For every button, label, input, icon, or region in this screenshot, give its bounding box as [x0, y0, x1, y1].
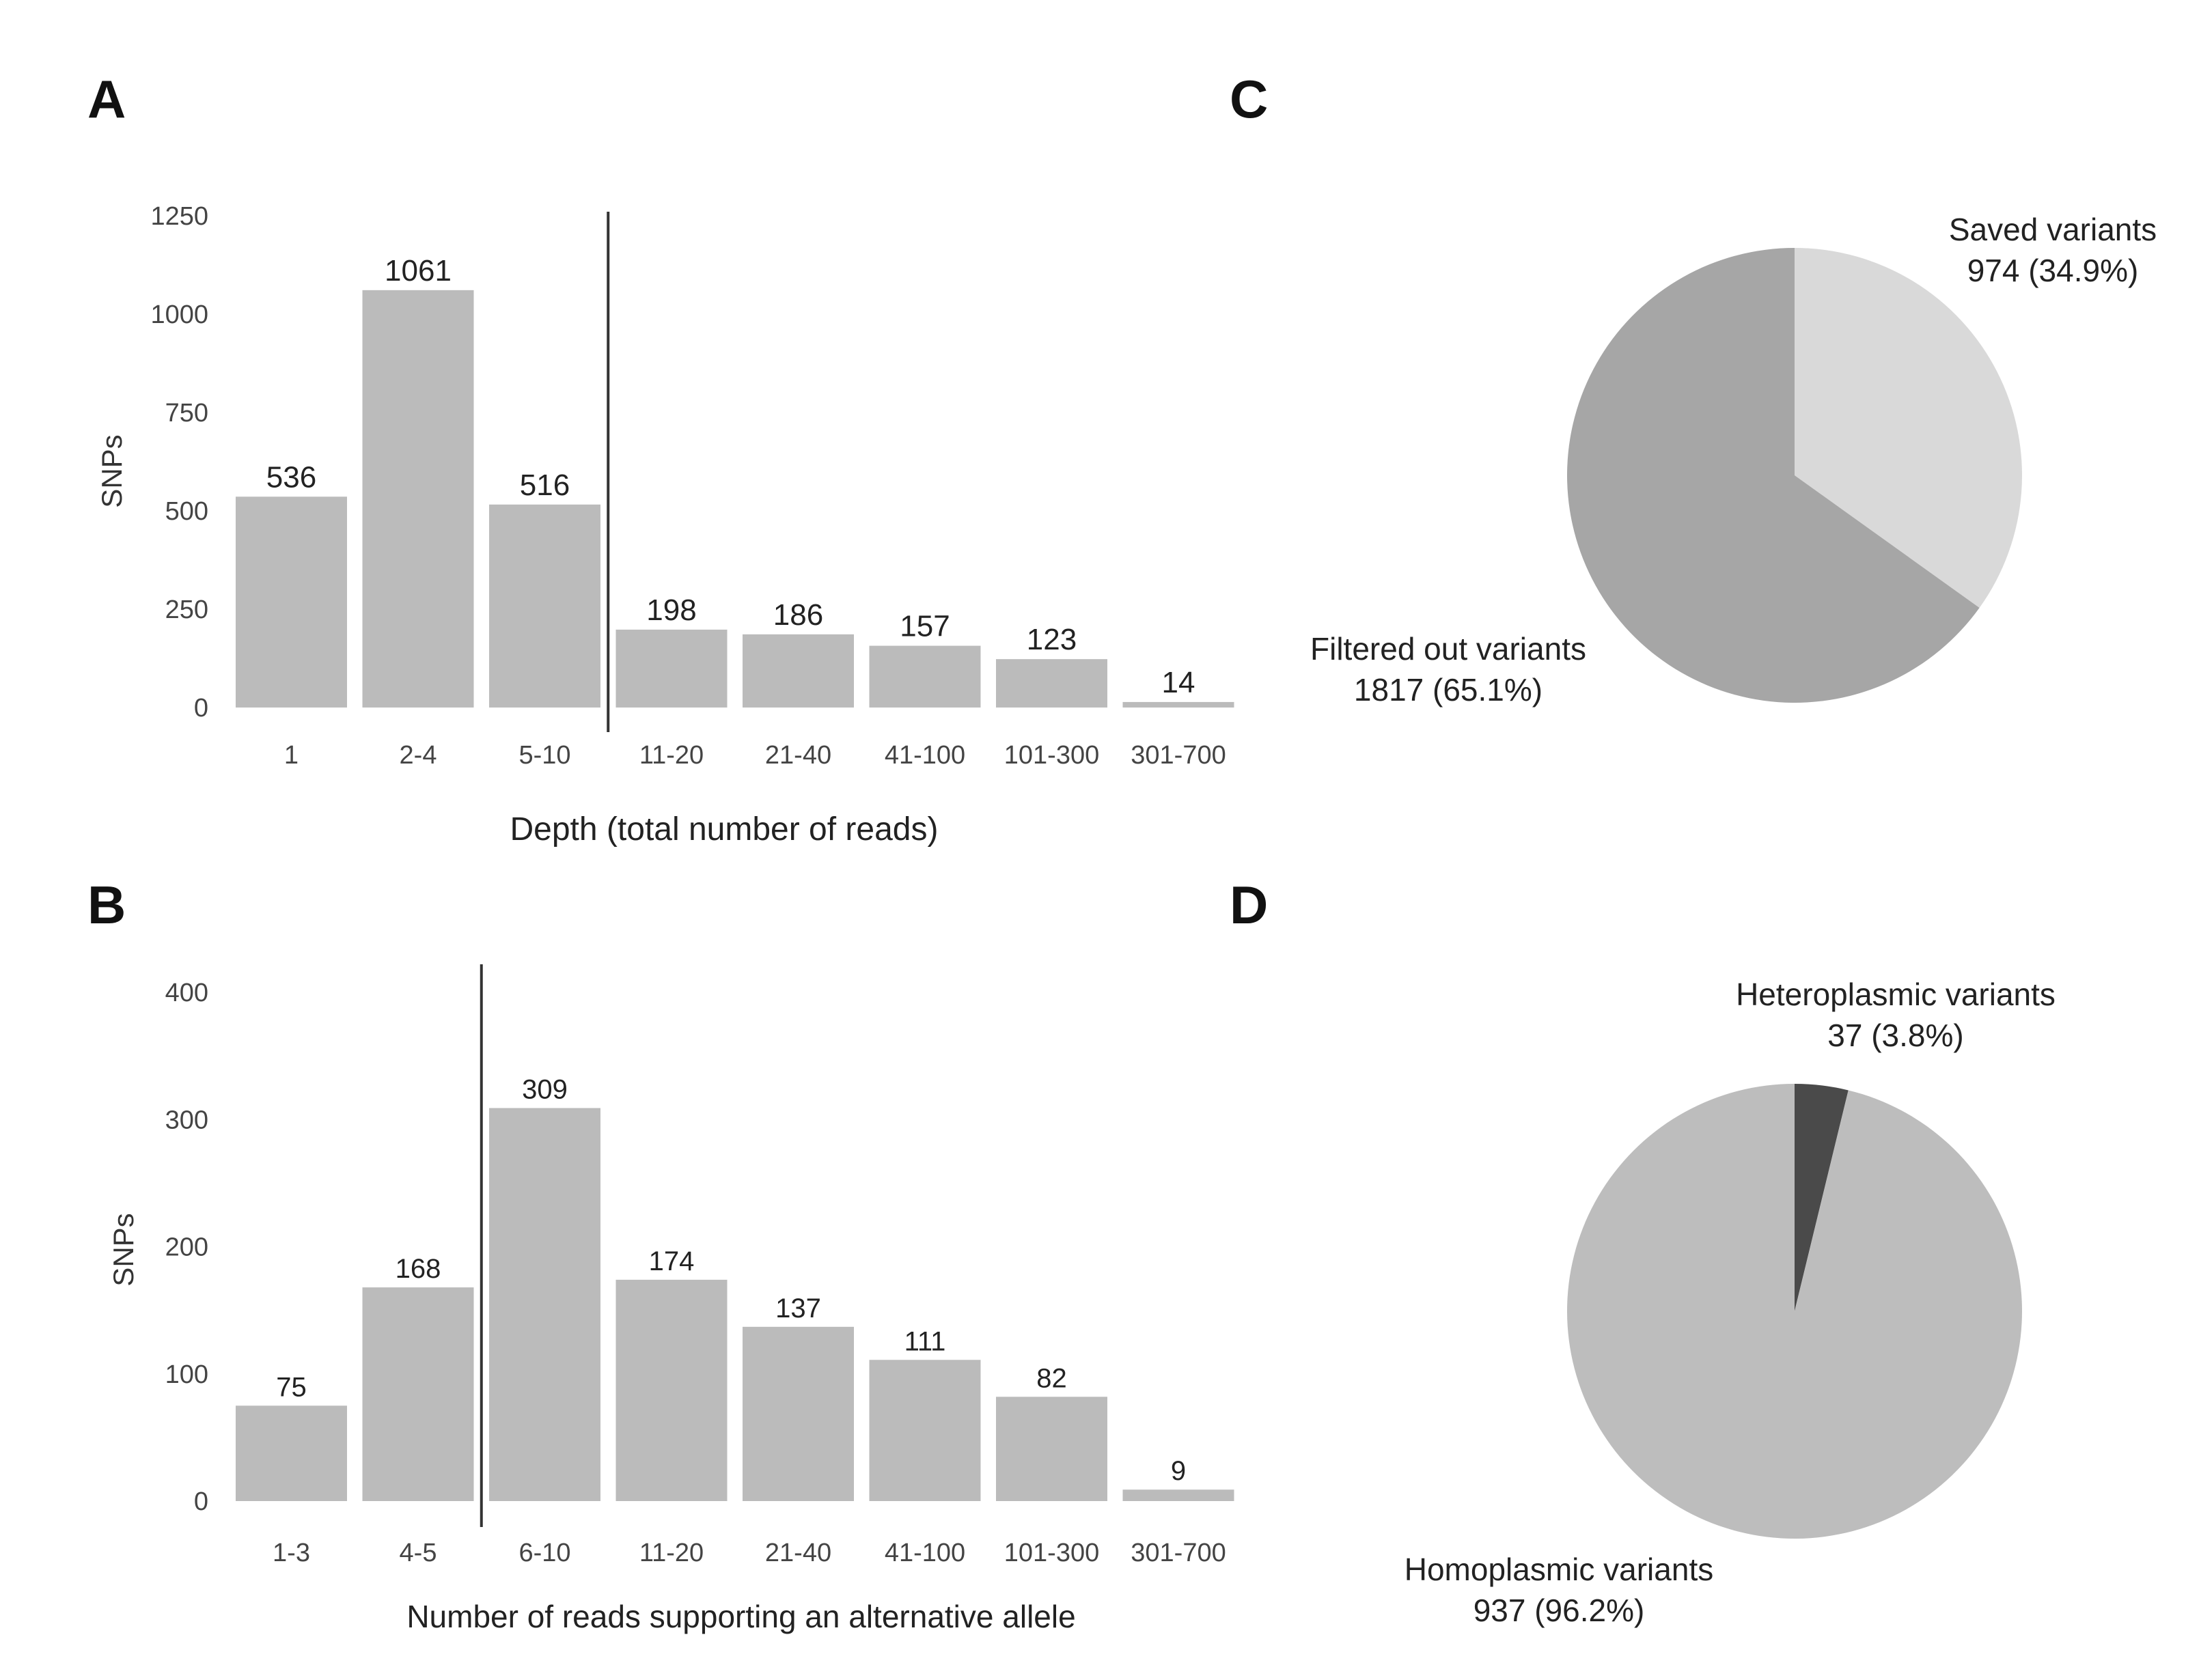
chart-b-bar-value-label: 168	[396, 1254, 441, 1284]
chart-a-bar-value-label: 536	[266, 460, 316, 494]
chart-a-ytick-label: 1000	[150, 300, 208, 329]
chart-c-slice-name-label: Saved variants	[1949, 212, 2157, 247]
chart-b-bar	[489, 1108, 600, 1501]
chart-b-category-label: 4-5	[400, 1539, 437, 1567]
chart-b-bar	[869, 1360, 981, 1501]
chart-c-pie-slice	[1795, 248, 2022, 608]
chart-d-pie-slice	[1795, 1084, 1849, 1311]
chart-b-bar	[1122, 1489, 1234, 1501]
chart-a-bar	[236, 496, 347, 708]
chart-a-ytick-label: 750	[165, 399, 208, 428]
panel-label-a: A	[87, 69, 126, 129]
chart-b-ytick-label: 0	[194, 1487, 208, 1516]
chart-a-category-label: 5-10	[518, 741, 570, 770]
chart-b-bar-value-label: 111	[904, 1326, 946, 1356]
panel-label-d: D	[1230, 875, 1269, 935]
chart-a-ytick-label: 250	[165, 596, 208, 624]
panel-label-c: C	[1230, 69, 1269, 129]
chart-b-ytick-label: 100	[165, 1360, 208, 1389]
chart-a-bar-value-label: 186	[773, 598, 823, 632]
chart-b-category-label: 21-40	[765, 1539, 831, 1567]
chart-b-bar	[362, 1287, 474, 1501]
chart-a-bar	[869, 645, 981, 708]
chart-a-category-label: 2-4	[400, 741, 437, 770]
chart-b-bar-value-label: 75	[276, 1372, 307, 1402]
chart-b-bar-value-label: 82	[1036, 1363, 1067, 1393]
chart-b-bar	[996, 1397, 1107, 1501]
chart-a-bar	[1122, 701, 1234, 708]
chart-d-slice-value-label: 937 (96.2%)	[1474, 1593, 1645, 1628]
chart-a-category-label: 11-20	[639, 741, 704, 770]
chart-c-slice-value-label: 974 (34.9%)	[1967, 253, 2139, 288]
chart-b-category-label: 41-100	[885, 1539, 965, 1567]
chart-a-category-label: 1	[284, 741, 299, 770]
chart-b-bar	[236, 1405, 347, 1501]
chart-a-bar	[615, 629, 728, 708]
chart-a-category-label: 21-40	[765, 741, 831, 770]
chart-a-y-axis-label: SNPs	[96, 434, 128, 507]
chart-b-category-label: 1-3	[273, 1539, 310, 1567]
chart-a-bar-value-label: 14	[1162, 666, 1195, 699]
chart-a-bar-value-label: 123	[1027, 623, 1077, 656]
chart-a-bar	[996, 659, 1107, 708]
chart-b-x-axis-label: Number of reads supporting an alternativ…	[406, 1599, 1075, 1634]
chart-c-pie-slice	[1566, 248, 1980, 703]
chart-b-bar-value-label: 309	[522, 1074, 568, 1104]
chart-a-bar	[489, 504, 600, 708]
chart-a-category-label: 301-700	[1131, 741, 1226, 770]
chart-b-ytick-label: 400	[165, 979, 208, 1007]
chart-c-slice-name-label: Filtered out variants	[1310, 631, 1586, 667]
chart-a-bar	[362, 290, 474, 708]
chart-a-bar	[743, 634, 854, 708]
chart-a-ytick-label: 0	[194, 694, 208, 723]
chart-a-bar-value-label: 157	[900, 610, 950, 643]
chart-b-bar-value-label: 174	[649, 1246, 695, 1276]
chart-a-category-label: 41-100	[885, 741, 965, 770]
chart-a-x-axis-label: Depth (total number of reads)	[510, 811, 939, 848]
chart-a-bar-value-label: 198	[646, 593, 696, 627]
chart-a-bar-value-label: 1061	[385, 254, 452, 288]
chart-b-category-label: 301-700	[1131, 1539, 1226, 1567]
chart-d-slice-name-label: Heteroplasmic variants	[1736, 977, 2056, 1012]
chart-b-category-label: 6-10	[518, 1539, 570, 1567]
chart-a-category-label: 101-300	[1004, 741, 1099, 770]
chart-c-slice-value-label: 1817 (65.1%)	[1354, 672, 1542, 708]
panel-label-b: B	[87, 875, 126, 935]
chart-a-ytick-label: 1250	[150, 202, 208, 231]
chart-d-slice-name-label: Homoplasmic variants	[1405, 1552, 1713, 1587]
chart-b-category-label: 11-20	[639, 1539, 704, 1567]
chart-b-bar-value-label: 137	[775, 1293, 821, 1324]
chart-b-bar-value-label: 9	[1171, 1456, 1186, 1486]
chart-b-bar	[615, 1279, 728, 1501]
chart-b-ytick-label: 300	[165, 1106, 208, 1134]
chart-a-ytick-label: 500	[165, 497, 208, 526]
chart-d-pie-slice	[1566, 1084, 2022, 1539]
chart-b-ytick-label: 200	[165, 1233, 208, 1262]
chart-d-slice-value-label: 37 (3.8%)	[1827, 1018, 1963, 1053]
chart-b-bar	[743, 1326, 854, 1501]
chart-b-y-axis-label: SNPs	[107, 1213, 139, 1286]
chart-b-category-label: 101-300	[1004, 1539, 1099, 1567]
chart-a-bar-value-label: 516	[520, 468, 570, 502]
